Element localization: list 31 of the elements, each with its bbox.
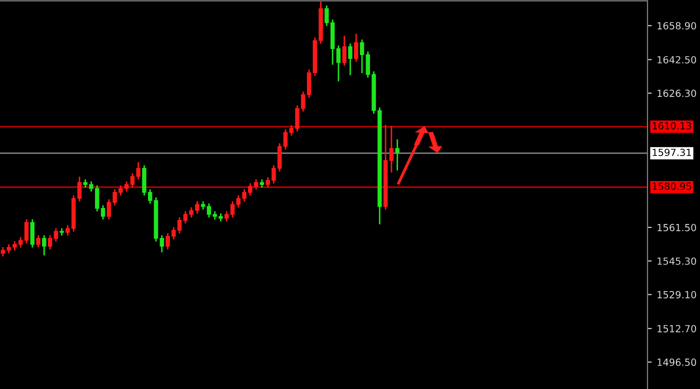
y-tick-label: 1642.50 (658, 56, 696, 64)
candlestick (354, 33, 358, 62)
candlestick (389, 125, 394, 174)
candlestick (48, 234, 52, 250)
candlestick (60, 228, 64, 236)
candlestick (360, 38, 364, 74)
candlestick (100, 204, 106, 220)
y-tick-label: 1626.30 (658, 90, 696, 98)
ref-line-label: 1580.95 (652, 182, 692, 190)
y-tick-label: 1561.50 (658, 224, 696, 232)
candlestick (224, 210, 229, 222)
candlestick (24, 218, 29, 244)
candlestick (36, 234, 40, 248)
candlestick (348, 42, 352, 76)
y-tick-label: 1529.10 (658, 291, 696, 298)
candlestick (336, 44, 341, 82)
y-tick-label: 1658.90 (658, 22, 696, 30)
candlestick (42, 234, 46, 256)
ref-line-label: 1597.31 (652, 148, 691, 156)
candlestick (30, 218, 34, 248)
y-tick-label: 1545.30 (658, 257, 696, 265)
candlestick (160, 234, 164, 253)
candlestick (54, 228, 58, 242)
y-tick-label: 1512.70 (658, 324, 696, 332)
candlestick (77, 176, 82, 202)
ref-line-label: 1610.13 (652, 122, 692, 130)
candlestick (342, 35, 346, 66)
candlestick (230, 200, 235, 218)
y-tick-label: 1496.50 (658, 358, 696, 366)
candlestick (395, 138, 400, 172)
candlestick (283, 128, 288, 150)
